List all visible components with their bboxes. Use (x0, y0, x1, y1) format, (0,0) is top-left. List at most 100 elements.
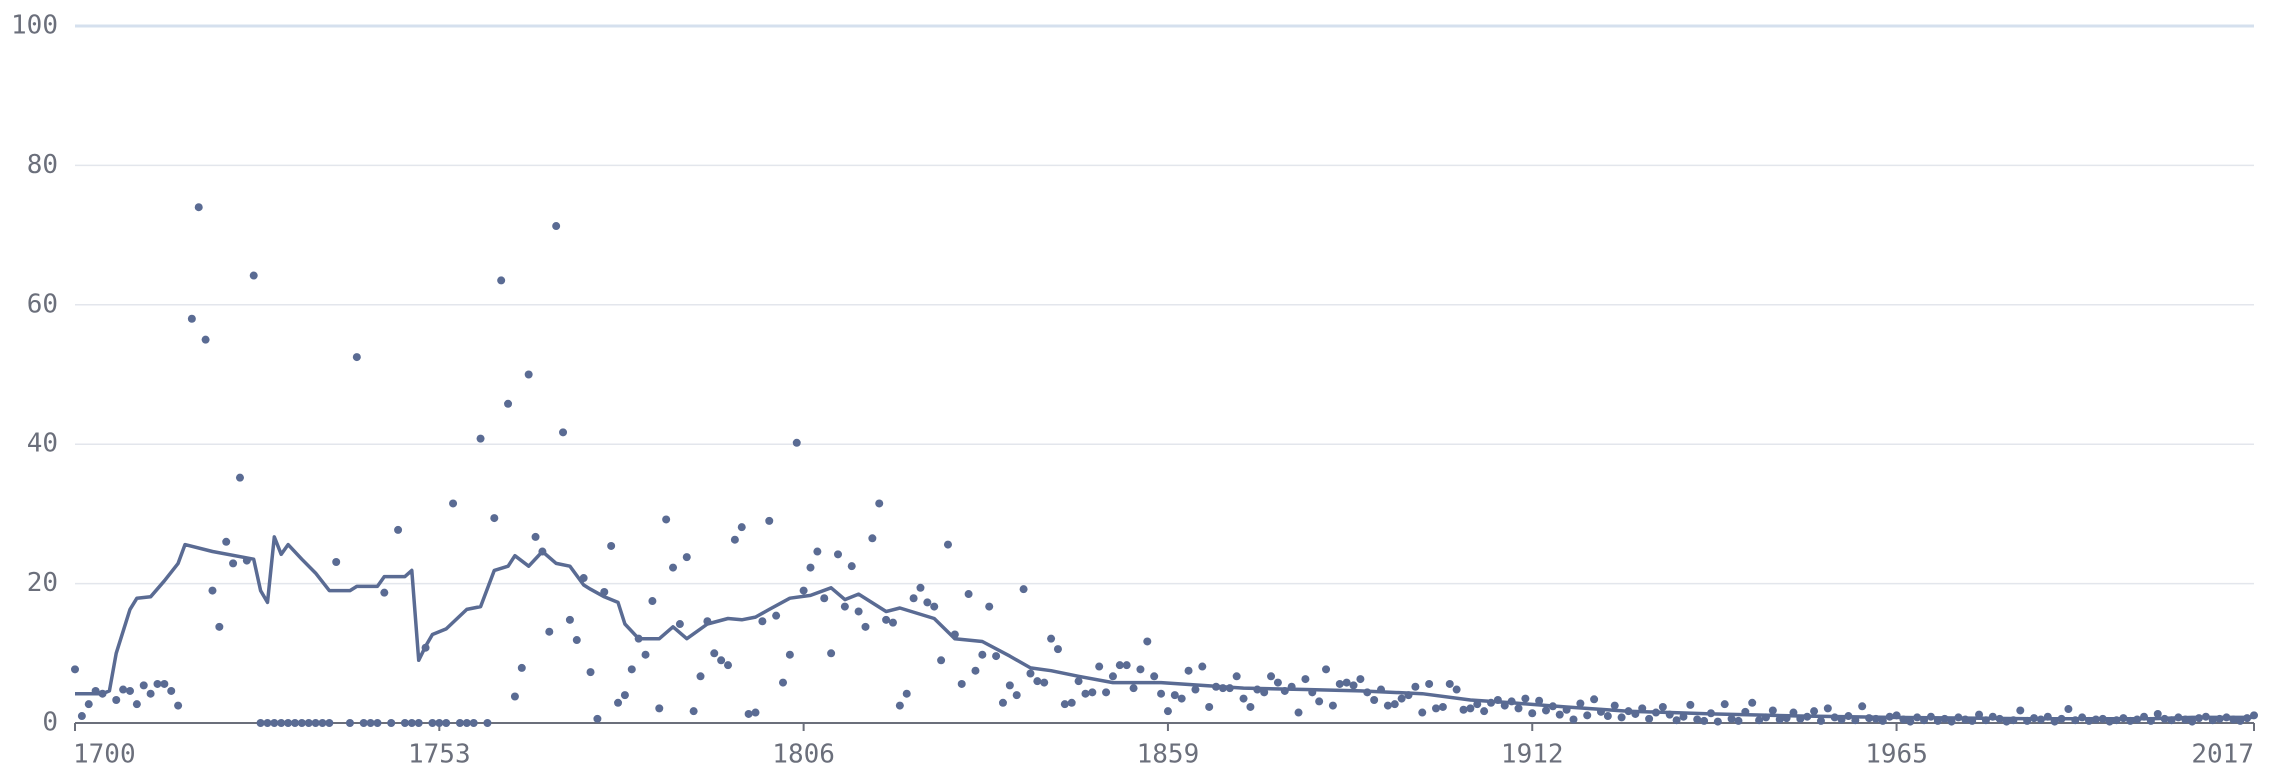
data-point (943, 540, 952, 549)
data-point (332, 557, 341, 566)
data-point (1521, 694, 1530, 703)
data-point (1081, 689, 1090, 698)
data-point (222, 537, 231, 546)
data-point (1267, 672, 1276, 681)
data-point (132, 700, 141, 709)
data-point (153, 679, 162, 688)
data-point (277, 719, 286, 727)
data-point (689, 707, 698, 716)
data-point (1713, 717, 1722, 726)
data-point (614, 698, 623, 707)
data-point (779, 678, 788, 687)
data-point (1672, 716, 1681, 725)
data-point (1163, 707, 1172, 716)
data-point (1122, 661, 1131, 670)
data-point (71, 665, 79, 674)
data-point (792, 438, 801, 447)
data-point (1755, 716, 1764, 725)
data-point (648, 597, 657, 606)
data-point (345, 719, 354, 727)
data-point (318, 719, 327, 727)
data-point (1232, 672, 1241, 681)
data-point (380, 588, 389, 597)
data-point (833, 550, 842, 559)
data-point (710, 649, 719, 658)
data-point (125, 686, 134, 695)
data-point (1067, 698, 1076, 707)
data-point (435, 719, 444, 727)
data-point (325, 719, 334, 727)
data-point (407, 719, 416, 727)
data-point (1583, 711, 1592, 720)
x-tick-label: 1965 (1865, 740, 1928, 770)
data-point (1053, 645, 1062, 654)
data-point (730, 535, 739, 544)
data-point (517, 663, 526, 672)
data-point (662, 515, 671, 524)
data-point (840, 602, 849, 611)
data-point (895, 701, 904, 710)
data-point (1102, 688, 1111, 697)
data-point (249, 271, 258, 280)
data-point (462, 719, 471, 727)
x-tick-label: 1753 (408, 740, 471, 770)
data-point (1115, 661, 1124, 670)
data-point (1748, 698, 1757, 707)
data-point (545, 627, 554, 636)
data-point (957, 679, 966, 688)
data-point (1239, 694, 1248, 703)
data-point (1356, 675, 1365, 684)
data-point (785, 650, 794, 659)
data-point (531, 532, 540, 541)
data-point (627, 665, 636, 674)
data-point (359, 719, 368, 727)
data-point (1390, 700, 1399, 709)
data-point (1033, 677, 1042, 686)
data-point (675, 620, 684, 629)
data-point (352, 353, 361, 362)
data-point (187, 314, 196, 323)
data-point (655, 704, 664, 713)
x-tick-label: 1859 (1137, 740, 1200, 770)
data-point (1768, 706, 1777, 715)
data-point (1150, 672, 1159, 681)
data-point (1535, 696, 1544, 705)
data-point (827, 649, 836, 658)
data-point (1198, 662, 1207, 671)
y-tick-label: 0 (42, 708, 58, 738)
data-point (813, 547, 822, 556)
data-point (1143, 637, 1152, 646)
data-point (565, 615, 574, 624)
data-point (1246, 702, 1255, 711)
data-point (1658, 702, 1667, 711)
data-point (84, 700, 93, 709)
data-point (1005, 681, 1014, 690)
data-point (1576, 699, 1585, 708)
x-tick-label: 1700 (73, 740, 136, 770)
data-point (2188, 717, 2197, 726)
data-point (1328, 701, 1337, 710)
data-point (607, 541, 616, 550)
data-point (167, 686, 176, 695)
data-point (270, 719, 279, 727)
data-point (1047, 634, 1056, 643)
data-point (875, 499, 884, 508)
data-point (449, 499, 458, 508)
data-point (400, 719, 409, 727)
data-point (1810, 707, 1819, 716)
data-point (593, 714, 602, 723)
data-point (1095, 662, 1104, 671)
data-point (1370, 695, 1379, 704)
data-point (1273, 678, 1282, 687)
data-point (263, 719, 272, 727)
data-point (1177, 694, 1186, 703)
data-point (497, 276, 506, 285)
data-point (820, 594, 829, 603)
data-point (1074, 677, 1083, 686)
data-point (455, 719, 464, 727)
y-tick-label: 80 (27, 150, 58, 180)
data-point (510, 692, 519, 701)
data-point (1418, 708, 1427, 717)
data-point (998, 698, 1007, 707)
data-point (524, 370, 533, 379)
